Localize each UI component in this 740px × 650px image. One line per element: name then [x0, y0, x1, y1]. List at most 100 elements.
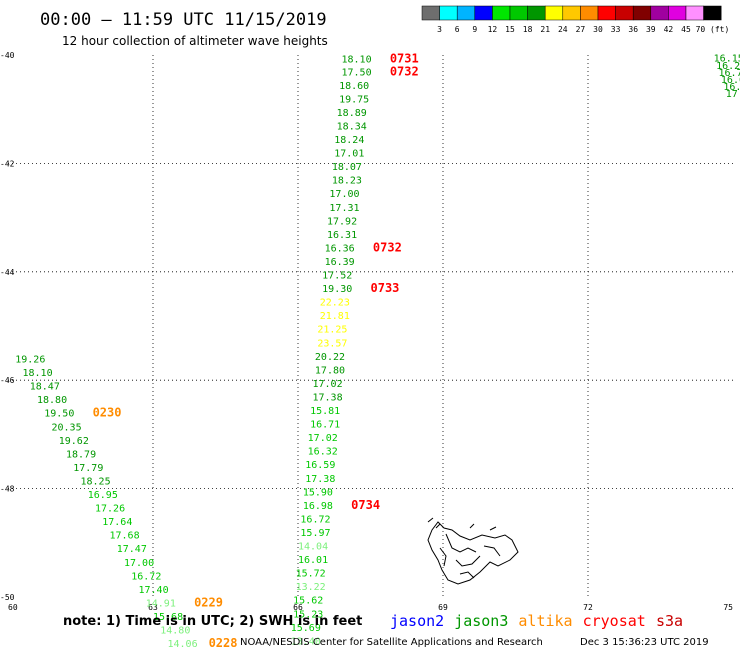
x-tick-label: 66	[293, 603, 303, 612]
colorbar-label: 9	[472, 25, 477, 34]
wave-height-label: 19.62	[59, 436, 89, 447]
wave-height-label: 17.00	[329, 189, 359, 200]
colorbar-label: 33	[611, 25, 621, 34]
wave-height-label: 15.97	[300, 528, 330, 539]
colorbar-swatch	[685, 5, 704, 21]
colorbar-label: 12	[488, 25, 498, 34]
colorbar-swatch	[632, 5, 652, 21]
wave-height-label: 18.25	[81, 476, 111, 487]
colorbar-swatch	[421, 5, 440, 21]
wave-height-label: 17.31	[329, 203, 359, 214]
colorbar-swatch	[527, 5, 546, 21]
wave-height-label: 16.3	[723, 82, 740, 93]
wave-height-label: 17.26	[95, 504, 125, 515]
colorbar-swatch	[597, 5, 616, 21]
legend-cryosat: cryosat	[583, 612, 646, 630]
wave-height-label: 17.64	[102, 517, 132, 528]
wave-height-label: 18.89	[337, 108, 367, 119]
wave-height-label: 16.98	[303, 501, 333, 512]
axis-ticks: 60 63 66 69 72 75 -40 -42 -44 -46 -48 -50	[0, 51, 733, 612]
wave-height-label: 16.00	[721, 75, 740, 86]
pass-time-label: 0229	[194, 595, 223, 609]
pass-time-label: 0732	[390, 64, 419, 78]
wave-height-label: 18.47	[30, 382, 60, 393]
wave-height-label: 19.75	[339, 94, 369, 105]
wave-height-label: 16.01	[298, 555, 328, 566]
wave-height-label: 16.71	[310, 420, 340, 431]
wave-height-label: 16.25	[716, 61, 740, 72]
colorbar-swatch	[703, 5, 722, 21]
wave-height-label: 14.06	[168, 639, 198, 650]
wave-height-label: 20.22	[315, 352, 345, 363]
wave-height-label: 15.81	[310, 406, 340, 417]
legend-jason3: jason3	[454, 612, 508, 630]
x-tick-label: 72	[583, 603, 593, 612]
wave-height-label: 17.92	[327, 216, 357, 227]
wave-height-label: 16.74	[719, 68, 740, 79]
grid-lines	[8, 55, 733, 597]
coastline-island	[427, 517, 519, 585]
y-tick-label: -48	[0, 485, 15, 494]
wave-height-label: 16.72	[300, 514, 330, 525]
wave-height-label: 13.40	[291, 636, 321, 647]
satellite-legend: jason2 jason3 altika cryosat s3a	[390, 612, 683, 630]
wave-height-label: 14.91	[146, 598, 176, 609]
colorbar-label: 45	[681, 25, 691, 34]
wave-height-label: 14.80	[160, 626, 190, 637]
y-tick-label: -40	[0, 51, 15, 60]
wave-height-label: 16.32	[308, 447, 338, 458]
wave-height-label: 15.90	[303, 487, 333, 498]
pass-time-label: 0732	[373, 240, 402, 254]
wave-height-label: 15.23	[293, 609, 323, 620]
wave-height-label: 17.79	[73, 463, 103, 474]
chart-subtitle: 12 hour collection of altimeter wave hei…	[62, 34, 328, 48]
pass-time-label: 0731	[390, 51, 419, 65]
colorbar-swatch	[474, 5, 493, 21]
x-tick-label: 75	[723, 603, 733, 612]
pass-time-label: 0230	[93, 406, 122, 420]
wave-height-label: 16.59	[305, 460, 335, 471]
x-tick-label: 63	[148, 603, 158, 612]
colorbar-swatch	[439, 5, 458, 21]
colorbar-label: 24	[558, 25, 568, 34]
wave-height-label: 18.34	[337, 121, 367, 132]
wave-height-label: 17.68	[110, 531, 140, 542]
colorbar-label: 30	[593, 25, 603, 34]
x-tick-label: 69	[438, 603, 448, 612]
wave-height-label: 18.07	[332, 162, 362, 173]
colorbar-swatch	[668, 5, 687, 21]
wave-height-label: 17.02	[313, 379, 343, 390]
colorbar-label: 42	[664, 25, 674, 34]
wave-height-label: 15.72	[296, 569, 326, 580]
wave-height-label: 19.50	[44, 409, 74, 420]
colorbar-label: 39	[646, 25, 656, 34]
colorbar-swatch	[580, 5, 599, 21]
colorbar-swatch	[509, 5, 528, 21]
wave-height-label: 17.38	[313, 392, 343, 403]
wave-height-label: 16.31	[327, 230, 357, 241]
wave-height-label: 16.39	[325, 257, 355, 268]
wave-height-label: 17.47	[117, 544, 147, 555]
legend-s3a: s3a	[656, 612, 683, 630]
wave-height-label: 16.72	[131, 571, 161, 582]
pass-time-label: 0733	[371, 281, 400, 295]
y-tick-label: -42	[0, 159, 15, 168]
colorbar: 3 6 9 12 15 18 21 24 27 30 33 36 39 42 45 70 (ft)	[421, 5, 729, 34]
wave-height-label: 20.35	[52, 422, 82, 433]
x-tick-label: 60	[8, 603, 18, 612]
wave-height-label: 18.10	[342, 54, 372, 65]
wave-height-label: 17.00	[124, 558, 154, 569]
wave-height-label: 15.69	[291, 623, 321, 634]
wave-height-label: 17	[726, 89, 738, 100]
wave-height-label: 18.79	[66, 449, 96, 460]
wave-height-label: 21.25	[317, 325, 347, 336]
wave-height-label: 16.36	[325, 243, 355, 254]
wave-height-label: 17.02	[308, 433, 338, 444]
generated-timestamp: Dec 3 15:36:23 UTC 2019	[580, 637, 709, 648]
wave-height-label: 16.95	[88, 490, 118, 501]
wave-height-label: 17.38	[305, 474, 335, 485]
colorbar-swatch	[615, 5, 634, 21]
colorbar-label: 27	[576, 25, 586, 34]
colorbar-label: 15	[505, 25, 515, 34]
